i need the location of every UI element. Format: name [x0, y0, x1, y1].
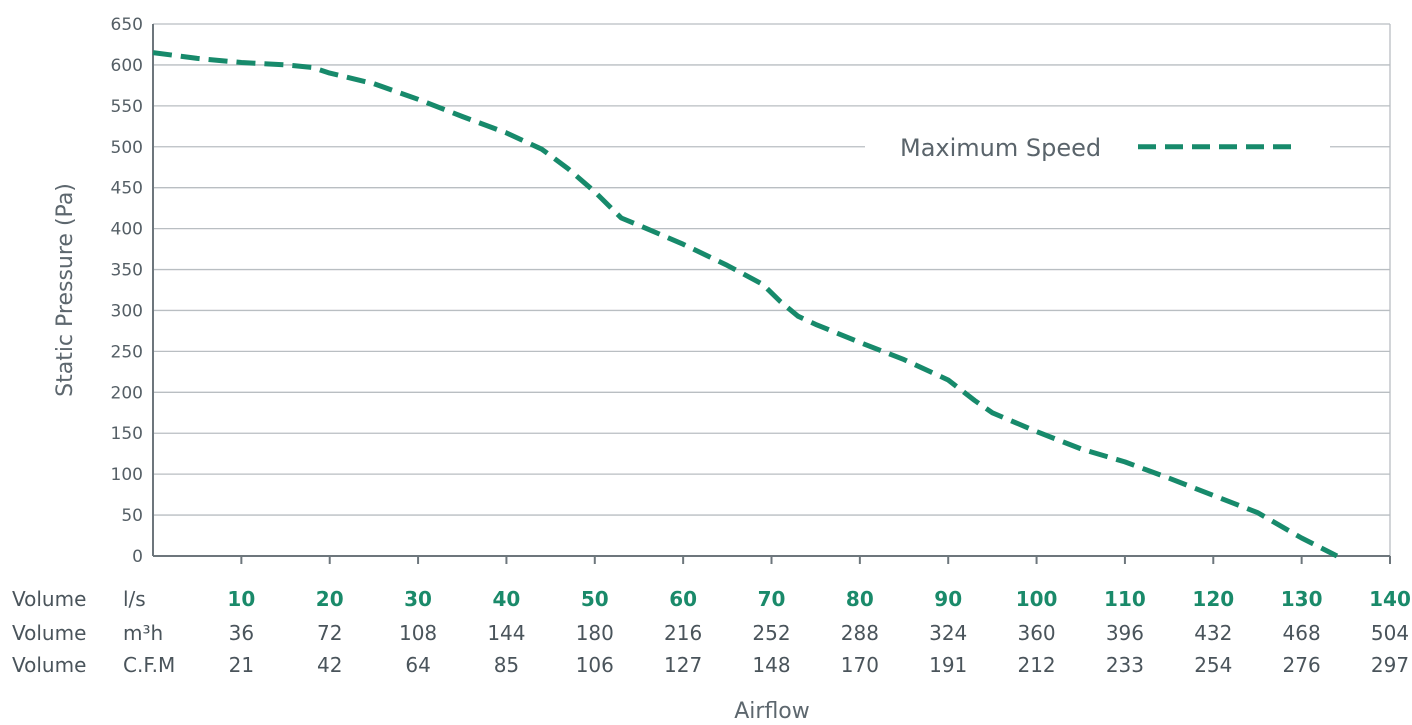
- table-cell-2-5: 127: [664, 653, 702, 677]
- table-cell-0-2: 30: [404, 587, 432, 611]
- table-cell-1-1: 72: [317, 621, 342, 645]
- table-cell-0-13: 140: [1369, 587, 1411, 611]
- table-cell-2-11: 254: [1194, 653, 1232, 677]
- y-tick-label-50: 50: [121, 506, 143, 526]
- table-cell-0-5: 60: [669, 587, 697, 611]
- volume-table: Volume l/s 10 20 30 40 50 60 70 80 90 100 110 120 130 1…: [12, 587, 1411, 677]
- table-cell-0-1: 20: [316, 587, 344, 611]
- table-cell-1-10: 396: [1106, 621, 1144, 645]
- table-cell-1-9: 360: [1017, 621, 1055, 645]
- table-cell-0-9: 100: [1016, 587, 1058, 611]
- table-cell-2-8: 191: [929, 653, 967, 677]
- y-tick-labels: 0 50 100 150 200 250 300 350 400 450 500 550 600 650: [111, 15, 143, 567]
- table-cell-2-13: 297: [1371, 653, 1409, 677]
- table-cell-0-3: 40: [493, 587, 521, 611]
- table-cell-1-2: 108: [399, 621, 437, 645]
- table-cell-0-6: 70: [758, 587, 786, 611]
- y-tick-label-400: 400: [111, 220, 143, 240]
- series-line-0: [152, 50, 1339, 559]
- legend-label: Maximum Speed: [900, 134, 1101, 162]
- y-tick-label-350: 350: [111, 261, 143, 281]
- table-row-2-label: Volume: [12, 653, 86, 677]
- table-cell-1-5: 216: [664, 621, 702, 645]
- table-row-1-label: Volume: [12, 621, 86, 645]
- table-cell-2-4: 106: [576, 653, 614, 677]
- table-cell-2-7: 170: [841, 653, 879, 677]
- table-cell-0-12: 130: [1281, 587, 1323, 611]
- y-tick-label-650: 650: [111, 15, 143, 35]
- x-axis-title: Airflow: [734, 699, 810, 724]
- y-tick-label-0: 0: [132, 547, 143, 567]
- table-cell-0-11: 120: [1192, 587, 1234, 611]
- y-tick-label-100: 100: [111, 465, 143, 485]
- table-cell-0-8: 90: [934, 587, 962, 611]
- table-cell-0-10: 110: [1104, 587, 1146, 611]
- y-tick-label-550: 550: [111, 97, 143, 117]
- y-tick-label-500: 500: [111, 138, 143, 158]
- table-row-2-unit: C.F.M: [123, 653, 175, 677]
- table-cell-1-4: 180: [576, 621, 614, 645]
- table-row-0-unit: l/s: [123, 587, 146, 611]
- series-group: [152, 50, 1339, 559]
- grid-lines: [153, 23, 1390, 557]
- table-cell-2-12: 276: [1283, 653, 1321, 677]
- table-cell-2-6: 148: [752, 653, 790, 677]
- table-cell-1-7: 288: [841, 621, 879, 645]
- table-cell-0-0: 10: [227, 587, 255, 611]
- table-cell-2-0: 21: [229, 653, 254, 677]
- table-cell-2-1: 42: [317, 653, 342, 677]
- y-tick-label-600: 600: [111, 56, 143, 76]
- table-cell-1-6: 252: [752, 621, 790, 645]
- table-cell-1-3: 144: [487, 621, 525, 645]
- table-cell-2-9: 212: [1017, 653, 1055, 677]
- y-tick-label-150: 150: [111, 424, 143, 444]
- table-cell-1-11: 432: [1194, 621, 1232, 645]
- y-axis-title: Static Pressure (Pa): [53, 183, 78, 397]
- table-cell-1-0: 36: [229, 621, 254, 645]
- table-cell-2-2: 64: [405, 653, 430, 677]
- y-tick-label-300: 300: [111, 301, 143, 321]
- y-tick-label-450: 450: [111, 179, 143, 199]
- table-cell-1-8: 324: [929, 621, 967, 645]
- y-tick-label-200: 200: [111, 383, 143, 403]
- table-cell-2-3: 85: [494, 653, 519, 677]
- table-row-0-label: Volume: [12, 587, 86, 611]
- y-tick-label-250: 250: [111, 342, 143, 362]
- legend: Maximum Speed: [865, 132, 1330, 162]
- plot-frame: [152, 24, 1391, 564]
- table-cell-0-7: 80: [846, 587, 874, 611]
- table-cell-1-12: 468: [1283, 621, 1321, 645]
- table-cell-0-4: 50: [581, 587, 609, 611]
- table-row-1-unit: m³h: [123, 621, 163, 645]
- table-cell-2-10: 233: [1106, 653, 1144, 677]
- table-cell-1-13: 504: [1371, 621, 1409, 645]
